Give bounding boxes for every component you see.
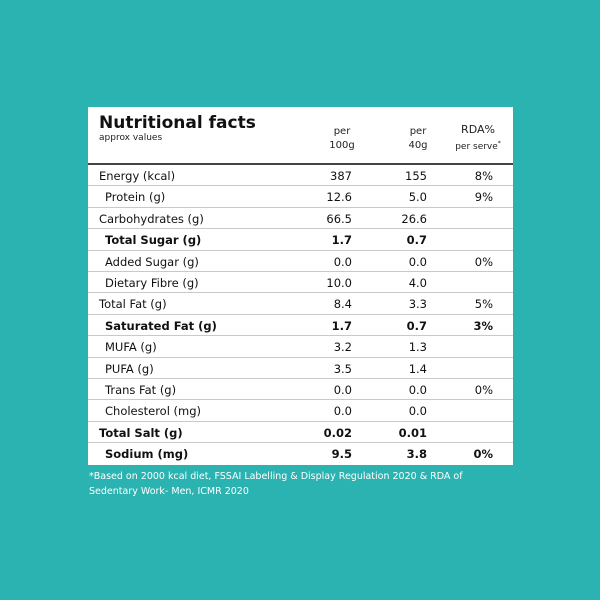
row-label: Energy (kcal)	[99, 169, 176, 183]
value-40g: 4.0	[408, 276, 427, 290]
value-rda: 3%	[473, 318, 493, 333]
value-40g: 1.4	[408, 361, 427, 376]
table-row: Total Salt (g) 0.02 0.01	[88, 422, 513, 444]
table-row: Cholesterol (mg) 0.0 0.0	[88, 400, 513, 422]
value-rda: 0%	[473, 447, 493, 462]
table-row: PUFA (g) 3.5 1.4	[88, 358, 513, 379]
table-row: Dietary Fibre (g) 10.0 4.0	[88, 272, 513, 294]
value-40g: 0.0	[408, 404, 427, 419]
value-40g: 0.0	[408, 383, 427, 397]
column-header-text: per serve	[455, 142, 498, 152]
value-rda: 8%	[474, 169, 493, 183]
value-100g: 0.0	[333, 383, 352, 397]
header-rule	[88, 163, 513, 165]
value-40g: 1.3	[408, 340, 427, 355]
value-40g: 0.7	[406, 233, 427, 248]
row-label: Added Sugar (g)	[105, 254, 199, 269]
value-40g: 155	[405, 169, 427, 183]
table-row: Protein (g) 12.6 5.0 9%	[88, 186, 513, 208]
table-row: Sodium (mg) 9.5 3.8 0%	[88, 443, 513, 464]
column-header: RDA% per serve*	[448, 123, 508, 154]
value-100g: 1.7	[331, 233, 352, 248]
value-100g: 0.02	[323, 425, 352, 440]
row-label: Dietary Fibre (g)	[105, 276, 199, 290]
value-100g: 387	[330, 169, 352, 183]
title: Nutritional facts	[99, 113, 256, 133]
value-100g: 0.0	[333, 254, 352, 269]
table-row: Saturated Fat (g) 1.7 0.7 3%	[88, 315, 513, 337]
row-label: Total Sugar (g)	[105, 233, 202, 248]
table-row: MUFA (g) 3.2 1.3	[88, 336, 513, 358]
footnote: *Based on 2000 kcal diet, FSSAI Labellin…	[89, 469, 463, 499]
value-40g: 0.7	[406, 318, 427, 333]
value-rda: 0%	[474, 383, 493, 397]
value-rda: 5%	[474, 297, 493, 312]
value-40g: 0.0	[408, 254, 427, 269]
value-rda: 0%	[474, 254, 493, 269]
footnote-mark: *	[497, 140, 501, 147]
nutrition-card: Nutritional facts approx values per 100g…	[88, 107, 513, 465]
row-label: Carbohydrates (g)	[99, 211, 204, 226]
value-40g: 0.01	[398, 425, 427, 440]
footnote-line: Sedentary Work- Men, ICMR 2020	[89, 486, 249, 497]
value-100g: 66.5	[326, 211, 352, 226]
value-40g: 3.3	[408, 297, 427, 312]
value-100g: 3.5	[333, 361, 352, 376]
value-100g: 9.5	[331, 447, 352, 462]
column-header-line: 40g	[408, 140, 428, 151]
table-row: Carbohydrates (g) 66.5 26.6	[88, 208, 513, 230]
table-row: Total Sugar (g) 1.7 0.7	[88, 229, 513, 251]
column-header: per 40g	[400, 125, 436, 153]
value-100g: 0.0	[333, 404, 352, 419]
row-label: Total Salt (g)	[99, 425, 183, 440]
value-40g: 26.6	[401, 211, 427, 226]
column-header-line: per serve*	[448, 137, 508, 154]
value-100g: 8.4	[333, 297, 352, 312]
column-header-line: 100g	[329, 140, 355, 151]
row-label: Trans Fat (g)	[105, 383, 177, 397]
row-label: Total Fat (g)	[99, 297, 167, 312]
column-header-line: RDA%	[461, 123, 495, 136]
row-label: MUFA (g)	[105, 340, 157, 355]
table-row: Added Sugar (g) 0.0 0.0 0%	[88, 251, 513, 272]
value-rda: 9%	[474, 190, 493, 205]
value-40g: 3.8	[406, 447, 427, 462]
table-row: Trans Fat (g) 0.0 0.0 0%	[88, 379, 513, 401]
row-label: Cholesterol (mg)	[105, 404, 202, 419]
table-row: Energy (kcal) 387 155 8%	[88, 165, 513, 187]
subtitle: approx values	[99, 133, 163, 143]
row-label: Sodium (mg)	[105, 447, 189, 462]
column-header-line: per	[333, 126, 351, 137]
value-100g: 10.0	[326, 276, 352, 290]
value-40g: 5.0	[408, 190, 427, 205]
value-100g: 3.2	[333, 340, 352, 355]
value-100g: 1.7	[331, 318, 352, 333]
footnote-line: *Based on 2000 kcal diet, FSSAI Labellin…	[89, 471, 463, 482]
table-row: Total Fat (g) 8.4 3.3 5%	[88, 293, 513, 315]
row-label: PUFA (g)	[105, 361, 154, 376]
column-header: per 100g	[324, 125, 360, 153]
row-label: Protein (g)	[105, 190, 166, 205]
row-label: Saturated Fat (g)	[105, 318, 217, 333]
value-100g: 12.6	[326, 190, 352, 205]
column-header-line: per	[409, 126, 427, 137]
